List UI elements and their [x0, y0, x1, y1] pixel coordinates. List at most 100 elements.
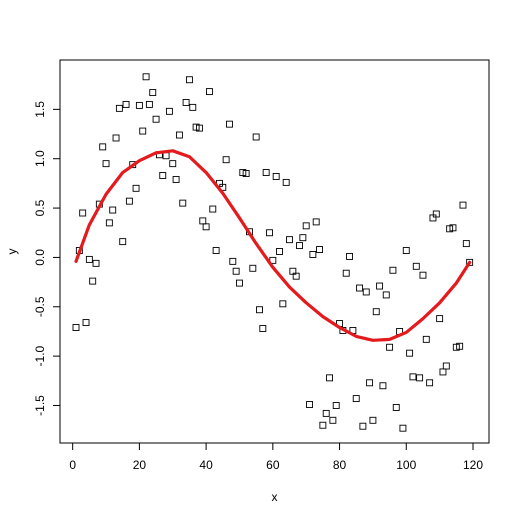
data-point: [256, 306, 263, 314]
data-point: [322, 409, 330, 417]
data-point: [182, 98, 190, 106]
data-point: [319, 421, 327, 429]
data-point: [362, 288, 370, 296]
data-point: [89, 277, 97, 285]
data-point: [125, 197, 133, 205]
x-tick-label: 80: [333, 458, 347, 472]
data-point: [139, 127, 147, 135]
data-point: [249, 264, 257, 272]
data-point: [175, 131, 183, 139]
data-point: [366, 379, 374, 387]
data-point: [119, 238, 127, 246]
data-point: [432, 210, 440, 218]
data-point: [279, 300, 287, 308]
data-point: [356, 284, 364, 292]
data-point: [185, 76, 193, 84]
data-point: [342, 269, 350, 277]
data-point: [286, 236, 293, 244]
data-point: [412, 262, 420, 270]
data-point: [205, 88, 213, 96]
x-tick-label: 60: [266, 458, 280, 472]
y-axis: -1.5 -1.0 -0.5 0.0 0.5 1.0 1.5: [33, 101, 61, 416]
data-point: [165, 107, 173, 115]
data-point: [456, 342, 464, 350]
data-point: [142, 73, 150, 81]
data-point: [282, 178, 290, 186]
data-point: [232, 267, 240, 275]
data-point: [99, 143, 107, 151]
data-point: [379, 382, 387, 390]
data-point: [312, 218, 320, 226]
data-point: [262, 169, 270, 176]
data-points: [72, 73, 474, 432]
data-point: [276, 248, 283, 255]
data-point: [159, 172, 167, 179]
data-point: [272, 173, 280, 180]
data-point: [466, 258, 474, 266]
x-tick-label: 100: [396, 458, 416, 472]
data-point: [389, 266, 397, 274]
data-point: [115, 104, 123, 112]
data-point: [132, 184, 140, 192]
data-point: [382, 291, 390, 299]
smooth-curve: [74, 149, 472, 342]
data-point: [145, 100, 153, 108]
data-point: [416, 374, 424, 382]
data-point: [359, 422, 367, 430]
x-axis: 0 20 40 60 80 100 120: [69, 442, 483, 472]
data-point: [372, 308, 380, 316]
x-tick-label: 20: [133, 458, 147, 472]
data-point: [386, 343, 394, 351]
x-tick-label: 0: [69, 458, 76, 472]
data-point: [436, 315, 444, 323]
data-point: [449, 224, 457, 232]
data-point: [229, 257, 237, 265]
data-point: [79, 209, 87, 217]
data-point: [352, 395, 360, 403]
data-point: [112, 134, 120, 142]
data-point: [316, 246, 323, 253]
data-point: [392, 404, 400, 411]
data-point: [149, 89, 157, 97]
data-point: [226, 120, 233, 128]
data-point: [309, 251, 317, 258]
data-point: [292, 272, 300, 280]
y-tick-label: -1.0: [33, 345, 47, 366]
data-point: [302, 222, 310, 230]
data-point: [92, 259, 100, 267]
data-point: [422, 335, 430, 343]
data-point: [135, 101, 143, 109]
x-tick-label: 40: [199, 458, 213, 472]
data-point: [202, 223, 210, 231]
data-point: [242, 170, 250, 177]
data-point: [346, 252, 354, 260]
data-point: [462, 240, 470, 248]
data-point: [212, 247, 220, 254]
data-point: [409, 373, 417, 381]
data-point: [259, 325, 267, 332]
data-point: [442, 362, 450, 370]
data-point: [459, 201, 467, 209]
data-point: [299, 234, 307, 242]
data-point: [189, 103, 197, 111]
data-point: [419, 271, 427, 279]
x-tick-label: 120: [463, 458, 483, 472]
data-point: [169, 160, 177, 168]
data-point: [85, 255, 93, 263]
y-axis-title: y: [5, 249, 19, 255]
data-point: [195, 124, 203, 132]
data-point: [172, 175, 180, 183]
y-tick-label: 0.5: [33, 199, 47, 216]
data-point: [376, 282, 384, 290]
y-tick-label: 1.0: [33, 150, 47, 167]
data-point: [306, 401, 313, 408]
y-tick-label: -0.5: [33, 296, 47, 317]
data-point: [326, 374, 333, 382]
data-point: [369, 416, 377, 424]
smooth-line: [74, 149, 472, 342]
data-point: [109, 206, 117, 214]
data-point: [329, 416, 337, 424]
data-point: [266, 229, 273, 237]
data-point: [105, 219, 113, 227]
data-point: [332, 402, 340, 409]
